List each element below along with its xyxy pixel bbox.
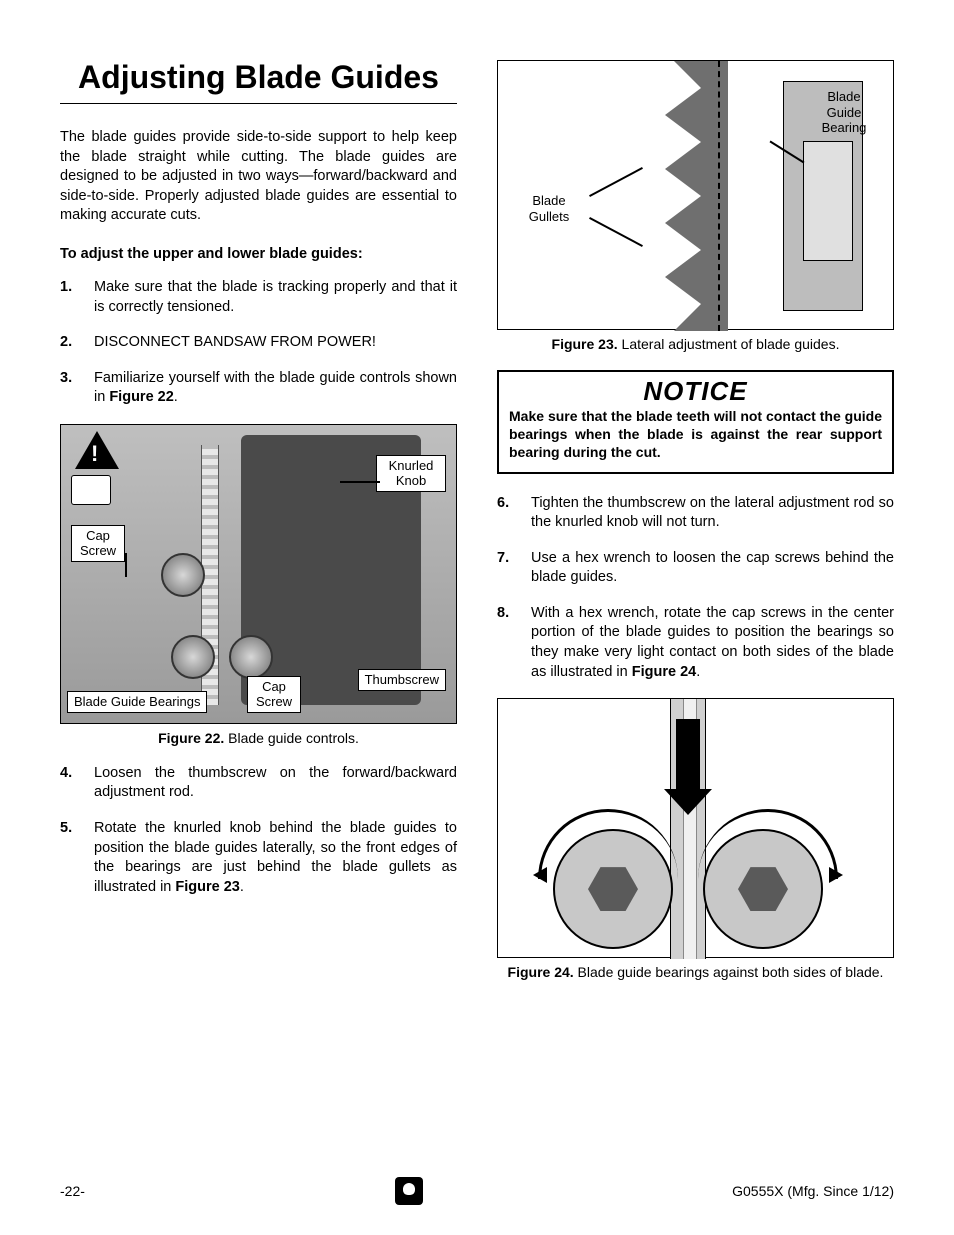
step-3: Familiarize yourself with the blade guid…	[60, 369, 457, 408]
callout-knurled-knob: Knurled Knob	[376, 455, 446, 492]
model-info: G0555X (Mfg. Since 1/12)	[732, 1183, 894, 1199]
steps-4-5: Loosen the thumbscrew on the forward/bac…	[60, 764, 457, 913]
notice-title: NOTICE	[509, 376, 882, 407]
brand-logo-icon	[395, 1177, 423, 1205]
notice-box: NOTICE Make sure that the blade teeth wi…	[497, 370, 894, 474]
page-footer: -22- G0555X (Mfg. Since 1/12)	[60, 1177, 894, 1205]
fig24-cap-text: Blade guide bearings against both sides …	[574, 964, 884, 980]
right-column: Blade Gullets Blade Guide Bearing Figure…	[497, 60, 894, 998]
left-column: Adjusting Blade Guides The blade guides …	[60, 60, 457, 998]
fig22-cap-label: Figure 22.	[158, 730, 224, 746]
fig22-bearing-lower-left	[171, 635, 215, 679]
label-blade-gullets: Blade Gullets	[514, 191, 584, 226]
figure-23-caption: Figure 23. Lateral adjustment of blade g…	[497, 336, 894, 352]
fig23-cap-label: Figure 23.	[552, 336, 618, 352]
warning-icon	[75, 431, 119, 469]
step-5: Rotate the knurled knob behind the blade…	[60, 819, 457, 897]
hex-icon	[738, 867, 788, 911]
arrow-gullet-1	[589, 167, 643, 197]
callout-thumbscrew: Thumbscrew	[358, 669, 446, 691]
fig23-cap-text: Lateral adjustment of blade guides.	[618, 336, 840, 352]
steps-6-8: Tighten the thumbscrew on the lateral ad…	[497, 494, 894, 699]
step-8: With a hex wrench, rotate the cap screws…	[497, 604, 894, 682]
fig24-bearing-right	[703, 829, 823, 949]
fig23-gullet-line	[718, 61, 720, 331]
step-1: Make sure that the blade is tracking pro…	[60, 278, 457, 317]
page-number: -22-	[60, 1183, 85, 1199]
label-blade-guide-bearing: Blade Guide Bearing	[809, 87, 879, 138]
fig24-bearing-left	[553, 829, 673, 949]
fig23-blade	[638, 61, 728, 331]
procedure-subhead: To adjust the upper and lower blade guid…	[60, 246, 457, 262]
fig24-down-arrow-icon	[676, 719, 700, 789]
step-5-text: Rotate the knurled knob behind the blade…	[94, 820, 457, 895]
page-title: Adjusting Blade Guides	[60, 60, 457, 95]
fig22-bearing-lower-right	[229, 635, 273, 679]
fig24-cap-label: Figure 24.	[508, 964, 574, 980]
figure-22-caption: Figure 22. Blade guide controls.	[60, 730, 457, 746]
step-2: DISCONNECT BANDSAW FROM POWER!	[60, 333, 457, 353]
fig23-bearing	[803, 141, 853, 261]
figure-23: Blade Gullets Blade Guide Bearing	[497, 60, 894, 330]
step-4: Loosen the thumbscrew on the forward/bac…	[60, 764, 457, 803]
notice-body: Make sure that the blade teeth will not …	[509, 407, 882, 462]
step-8-text: With a hex wrench, rotate the cap screws…	[531, 605, 894, 680]
title-rule	[60, 103, 457, 104]
arrow-knurled	[340, 481, 380, 483]
step-6: Tighten the thumbscrew on the lateral ad…	[497, 494, 894, 533]
arrow-gullet-2	[589, 217, 643, 247]
steps-1-3: Make sure that the blade is tracking pro…	[60, 278, 457, 424]
figure-24	[497, 698, 894, 958]
figure-24-caption: Figure 24. Blade guide bearings against …	[497, 964, 894, 980]
fig22-bearing-upper	[161, 553, 205, 597]
step-3-figref: Figure 22	[109, 389, 173, 405]
callout-cap-screw-1: Cap Screw	[71, 525, 125, 562]
hex-icon	[588, 867, 638, 911]
intro-paragraph: The blade guides provide side-to-side su…	[60, 128, 457, 226]
arrow-capscrew1	[125, 553, 127, 577]
step-5-figref: Figure 23	[175, 879, 239, 895]
step-7: Use a hex wrench to loosen the cap screw…	[497, 549, 894, 588]
step-8-figref: Figure 24	[632, 664, 696, 680]
callout-blade-guide-bearings: Blade Guide Bearings	[67, 691, 207, 713]
unplug-icon	[71, 475, 111, 505]
callout-cap-screw-2: Cap Screw	[247, 676, 301, 713]
figure-22: Knurled Knob Cap Screw Thumbscrew Cap Sc…	[60, 424, 457, 724]
fig22-cap-text: Blade guide controls.	[224, 730, 359, 746]
